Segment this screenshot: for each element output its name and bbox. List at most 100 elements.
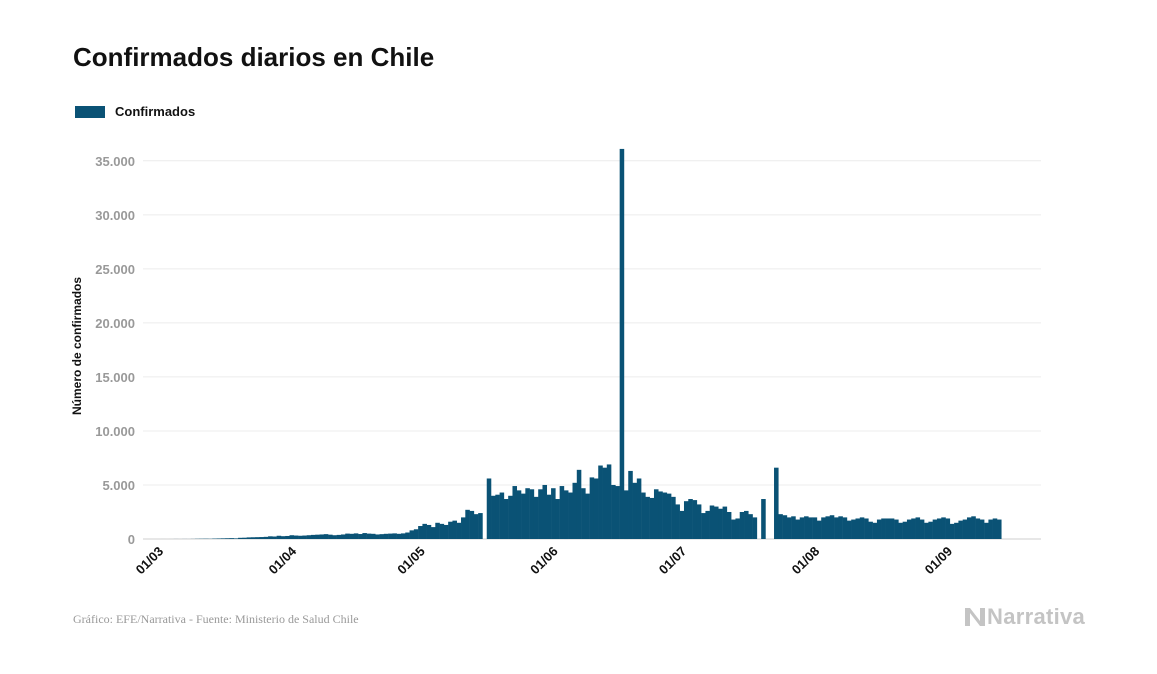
bar bbox=[319, 534, 325, 539]
bar bbox=[949, 523, 955, 539]
bar bbox=[255, 537, 260, 539]
bar bbox=[589, 477, 595, 539]
bar bbox=[400, 533, 406, 539]
bar bbox=[426, 524, 432, 539]
y-tick-label: 35.000 bbox=[95, 154, 135, 169]
bar bbox=[392, 533, 397, 539]
bar bbox=[461, 517, 466, 539]
bar bbox=[611, 484, 616, 539]
bar bbox=[366, 533, 372, 539]
bar bbox=[499, 492, 505, 539]
bar bbox=[473, 514, 479, 539]
bar bbox=[705, 510, 710, 539]
bar bbox=[628, 470, 633, 539]
bar bbox=[992, 518, 998, 539]
bar bbox=[846, 520, 852, 539]
bar bbox=[735, 518, 740, 539]
bar bbox=[448, 521, 453, 539]
bar bbox=[666, 493, 672, 539]
bar bbox=[662, 492, 668, 539]
y-tick-label: 20.000 bbox=[95, 316, 135, 331]
bar bbox=[246, 537, 252, 539]
bar bbox=[714, 506, 719, 539]
bar bbox=[962, 519, 968, 539]
bar bbox=[911, 518, 916, 539]
bar bbox=[272, 536, 277, 539]
bar bbox=[516, 490, 522, 540]
x-tick-label: 01/08 bbox=[789, 544, 823, 578]
bar bbox=[598, 465, 603, 539]
bar bbox=[606, 464, 612, 539]
bar bbox=[525, 488, 530, 539]
bar bbox=[555, 499, 560, 539]
bar bbox=[649, 497, 655, 539]
bar bbox=[752, 517, 758, 539]
bar bbox=[538, 489, 543, 539]
bar bbox=[405, 532, 410, 539]
bar bbox=[409, 530, 415, 539]
y-tick-label: 10.000 bbox=[95, 424, 135, 439]
bar bbox=[744, 510, 749, 539]
bar bbox=[250, 537, 256, 539]
bar bbox=[868, 521, 873, 539]
bar bbox=[855, 518, 861, 539]
bar bbox=[954, 522, 959, 539]
bar bbox=[568, 492, 573, 539]
bar bbox=[709, 505, 715, 539]
bar bbox=[413, 529, 419, 539]
bar bbox=[739, 511, 745, 539]
bar bbox=[945, 518, 951, 539]
bar bbox=[966, 517, 972, 539]
bar bbox=[906, 519, 912, 539]
bar bbox=[563, 490, 569, 540]
bar bbox=[791, 516, 796, 539]
bar bbox=[332, 535, 337, 539]
x-tick-label: 01/06 bbox=[527, 544, 561, 578]
bar bbox=[688, 499, 693, 539]
source-note: Gráfico: EFE/Narrativa - Fuente: Ministe… bbox=[73, 612, 359, 626]
bar bbox=[593, 478, 599, 539]
bar bbox=[864, 518, 869, 539]
bar bbox=[632, 482, 638, 539]
bar bbox=[683, 501, 689, 539]
bar bbox=[761, 499, 766, 539]
bar bbox=[503, 499, 509, 539]
bar bbox=[263, 536, 269, 539]
bar bbox=[778, 514, 783, 539]
bar bbox=[851, 519, 856, 539]
bar bbox=[782, 515, 788, 539]
bar bbox=[576, 469, 582, 539]
bar bbox=[842, 517, 848, 539]
bar bbox=[280, 536, 286, 539]
bar bbox=[675, 504, 680, 539]
bar bbox=[825, 516, 831, 539]
y-tick-label: 5.000 bbox=[102, 478, 135, 493]
y-tick-label: 0 bbox=[128, 532, 135, 547]
bar bbox=[975, 518, 981, 539]
bar bbox=[431, 527, 436, 539]
bar bbox=[379, 534, 385, 539]
bar bbox=[572, 482, 578, 539]
bar bbox=[722, 506, 728, 539]
x-tick-label: 01/04 bbox=[266, 543, 300, 577]
bar bbox=[838, 516, 843, 539]
bar bbox=[456, 522, 462, 539]
bar bbox=[979, 519, 985, 539]
bar bbox=[658, 491, 663, 539]
bar bbox=[469, 510, 475, 539]
bar bbox=[731, 519, 736, 539]
bar bbox=[289, 535, 295, 539]
bar bbox=[799, 517, 805, 539]
bar bbox=[816, 520, 822, 539]
bar bbox=[370, 533, 376, 539]
bar bbox=[623, 490, 629, 540]
bar bbox=[418, 526, 423, 539]
bar bbox=[310, 534, 316, 539]
bar bbox=[268, 536, 273, 539]
bar bbox=[786, 517, 792, 539]
bar bbox=[439, 523, 445, 539]
bar bbox=[396, 533, 402, 539]
bar bbox=[726, 511, 732, 539]
bar bbox=[238, 537, 243, 539]
brand-name: Narrativa bbox=[987, 604, 1086, 629]
